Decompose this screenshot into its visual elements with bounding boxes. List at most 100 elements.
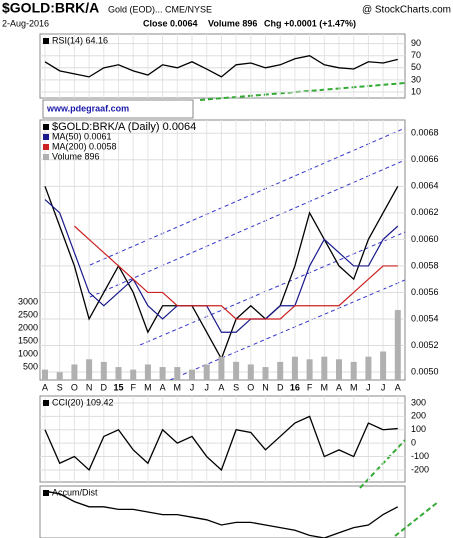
legend-swatch: [43, 154, 49, 160]
y-tick-label: 0.0058: [411, 260, 439, 270]
x-tick-label: F: [307, 382, 313, 392]
symbol: $GOLD:BRK/A: [2, 0, 99, 16]
volume-bar: [218, 356, 225, 380]
x-tick-label: S: [233, 382, 239, 392]
legend-label: Volume 896: [52, 151, 100, 161]
y-tick-label: 0.0052: [411, 340, 439, 350]
y-tick-label: -200: [411, 464, 429, 474]
x-tick-label: J: [190, 382, 195, 392]
x-tick-label: O: [71, 382, 78, 392]
volume-bar: [262, 367, 269, 380]
legend-swatch: [43, 134, 49, 140]
x-tick-label: F: [130, 382, 136, 392]
brand: @ StockCharts.com: [362, 5, 451, 16]
y-tick-label: 90: [411, 38, 421, 48]
y-tick-label: 0.0062: [411, 207, 439, 217]
x-tick-label: S: [57, 382, 63, 392]
trend-line: [394, 501, 439, 537]
x-tick-label: D: [101, 382, 108, 392]
x-tick-label: O: [247, 382, 254, 392]
x-tick-label: A: [160, 382, 166, 392]
y2-tick-label: 500: [23, 361, 38, 371]
link[interactable]: www.pdegraaf.com: [46, 103, 129, 113]
y-tick-label: 0.0050: [411, 366, 439, 376]
volume-bar: [247, 364, 254, 380]
legend-label: RSI(14) 64.16: [52, 35, 108, 45]
volume-bar: [130, 369, 137, 380]
trend-line: [199, 82, 406, 101]
y-tick-label: 0.0054: [411, 313, 439, 323]
volume-bar: [233, 361, 240, 380]
x-tick-label: J: [366, 382, 371, 392]
volume-bar: [115, 367, 122, 380]
volume-bar: [100, 361, 107, 380]
date: 2-Aug-2016: [2, 18, 49, 28]
y-tick-label: 100: [411, 424, 426, 434]
x-tick-label: A: [395, 382, 401, 392]
legend-swatch: [43, 144, 49, 150]
x-tick-label: A: [336, 382, 342, 392]
volume-bar: [42, 369, 48, 380]
legend-label: Accum/Dist: [52, 487, 98, 497]
volume-bar: [277, 361, 284, 380]
volume-bar: [86, 359, 93, 380]
y-tick-label: 0.0064: [411, 181, 439, 191]
ad-panel: [39, 485, 406, 538]
volume-bar: [144, 364, 151, 380]
x-tick-label: M: [174, 382, 182, 392]
y-tick-label: 30: [411, 74, 421, 84]
series-line: [73, 225, 398, 320]
series-line: [44, 55, 398, 78]
x-tick-label: N: [86, 382, 93, 392]
y2-tick-label: 1000: [18, 348, 38, 358]
volume-bar: [306, 359, 313, 380]
x-tick-label: M: [321, 382, 329, 392]
x-tick-label: A: [42, 382, 48, 392]
volume-bar: [380, 351, 387, 380]
y-tick-label: 0: [411, 438, 416, 448]
volume-bar: [365, 356, 372, 380]
volume-bar: [71, 364, 78, 380]
legend-label: MA(50) 0.0061: [52, 131, 112, 141]
x-tick-label: N: [262, 382, 269, 392]
y-tick-label: 0.0068: [411, 128, 439, 138]
y2-tick-label: 1500: [18, 336, 38, 346]
channel-lines: [89, 127, 405, 380]
link-box: [42, 99, 194, 119]
volume-bar: [350, 361, 357, 380]
y2-tick-label: 2500: [18, 310, 38, 320]
y-tick-label: 0.0056: [411, 287, 439, 297]
y2-tick-label: 2000: [18, 323, 38, 333]
y-tick-label: 10: [411, 86, 421, 96]
volume-bar: [56, 372, 63, 380]
series-line: [44, 490, 399, 538]
trend-line: [359, 439, 406, 489]
legend-swatch: [43, 490, 49, 496]
volume-bar: [321, 356, 328, 380]
volume-bar: [174, 367, 181, 380]
y-tick-label: 200: [411, 411, 426, 421]
volume: Volume 896: [208, 18, 257, 28]
y-tick-label: 0.0066: [411, 154, 439, 164]
x-tick-label: 16: [290, 382, 300, 392]
change: Chg +0.0001 (+1.47%): [264, 18, 356, 28]
legend-swatch: [43, 124, 49, 130]
x-tick-label: A: [218, 382, 224, 392]
volume-bar: [189, 369, 195, 380]
volume-bar: [336, 359, 342, 380]
y-tick-label: -100: [411, 451, 429, 461]
legend-swatch: [43, 400, 49, 406]
legend-label: $GOLD:BRK/A (Daily) 0.0064: [52, 121, 196, 133]
x-tick-label: J: [381, 382, 386, 392]
x-tick-label: M: [144, 382, 152, 392]
y-tick-label: 300: [411, 397, 426, 407]
y2-tick-label: 3000: [18, 297, 38, 307]
legend-label: MA(200) 0.0058: [52, 141, 117, 151]
series-line: [44, 199, 399, 333]
cci-panel: [39, 395, 406, 483]
x-tick-label: M: [350, 382, 358, 392]
series-line: [44, 415, 398, 472]
subtitle: Gold (EOD)... CME/NYSE: [108, 4, 212, 14]
close: Close 0.0064: [143, 18, 198, 28]
